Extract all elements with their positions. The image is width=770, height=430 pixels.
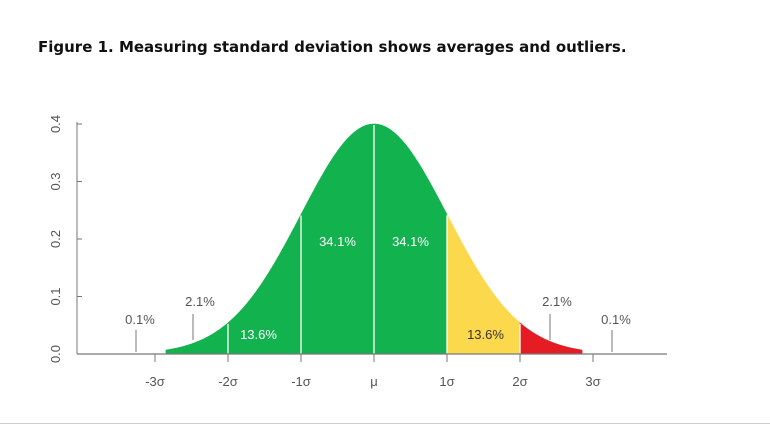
y-tick-label: 0.1 xyxy=(48,287,63,305)
y-tick-label: 0.3 xyxy=(48,172,63,190)
region-label-34-left: 34.1% xyxy=(319,234,356,249)
x-tick-label: μ xyxy=(370,374,378,389)
region-2 xyxy=(227,214,302,355)
region-6 xyxy=(519,322,583,355)
region-label-34-right: 34.1% xyxy=(392,234,429,249)
x-tick-label: -3σ xyxy=(145,374,165,389)
y-tick-label: 0.2 xyxy=(48,230,63,248)
y-tick-label: 0.4 xyxy=(48,115,63,133)
region-label-13-left: 13.6% xyxy=(240,327,277,342)
x-tick-label: -2σ xyxy=(218,374,238,389)
tail-label-left: 0.1% xyxy=(125,312,155,327)
region-label-13-right: 13.6% xyxy=(467,327,504,342)
bottom-divider xyxy=(0,423,770,424)
region-label-2-left: 2.1% xyxy=(185,294,215,309)
tail-label-right: 0.1% xyxy=(601,312,631,327)
figure-title: Figure 1. Measuring standard deviation s… xyxy=(38,38,627,56)
x-tick-label: 2σ xyxy=(512,374,527,389)
x-tick-label: 1σ xyxy=(439,374,454,389)
region-5 xyxy=(446,214,521,355)
region-label-2-right: 2.1% xyxy=(542,294,572,309)
region-1 xyxy=(165,322,229,355)
x-tick-label: 3σ xyxy=(585,374,600,389)
region-4 xyxy=(373,123,448,355)
y-tick-label: 0.0 xyxy=(48,345,63,363)
x-tick-label: -1σ xyxy=(291,374,311,389)
region-3 xyxy=(300,123,375,355)
